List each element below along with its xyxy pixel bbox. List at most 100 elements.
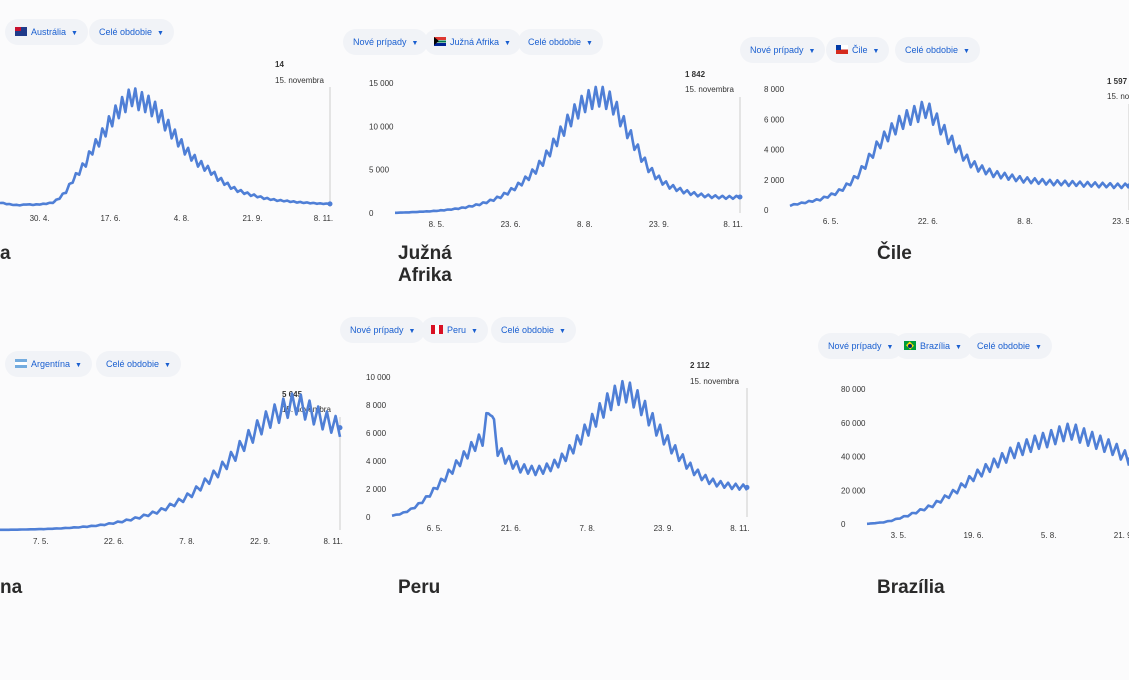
x-tick-label: 7. 5.	[33, 537, 49, 546]
country-label: Brazília	[920, 341, 951, 351]
chevron-down-icon: ▼	[164, 362, 171, 369]
south-africa-flag-icon	[434, 37, 446, 46]
country-selector[interactable]: Peru ▼	[421, 317, 488, 343]
chart-peru: 2 112 15. novembra 10 000 8 000 6 000 4 000…	[366, 361, 750, 533]
y-tick-label: 0	[366, 513, 371, 522]
chart-argentina: 5 645 15. novembra 7. 5. 22. 6. 7. 8. 22. 9…	[0, 390, 343, 546]
series-line	[391, 379, 749, 517]
chevron-down-icon: ▼	[886, 344, 894, 351]
period-label: Celé obdobie	[905, 45, 959, 55]
period-selector[interactable]: Celé obdobie ▼	[518, 29, 603, 55]
y-tick-label: 0	[841, 520, 846, 529]
period-selector[interactable]: Celé obdobie ▼	[967, 333, 1052, 359]
chevron-down-icon: ▼	[872, 48, 880, 55]
x-tick-label: 3. 5.	[891, 531, 907, 540]
chevron-down-icon: ▼	[808, 48, 816, 55]
period-label: Celé obdobie	[99, 27, 153, 37]
chevron-down-icon: ▼	[586, 40, 593, 47]
chevron-down-icon: ▼	[1035, 344, 1042, 351]
tooltip-value: 2 112	[690, 361, 710, 370]
chart-chile: 1 597 15. novembra 8 000 6 000 4 000 2 000 0…	[764, 77, 1129, 226]
period-selector[interactable]: Celé obdobie ▼	[895, 37, 980, 63]
y-tick-label: 5 000	[369, 166, 390, 175]
country-title: Južná Afrika	[398, 243, 452, 286]
x-tick-label: 23. 6.	[501, 220, 521, 229]
country-selector[interactable]: Brazília ▼	[894, 333, 972, 359]
y-tick-label: 2 000	[764, 176, 785, 185]
tooltip-value: 1 842	[685, 70, 706, 79]
tooltip-value: 14	[275, 60, 284, 69]
period-selector[interactable]: Celé obdobie ▼	[89, 19, 174, 45]
y-tick-label: 4 000	[366, 457, 387, 466]
x-tick-label: 23. 9.	[649, 220, 669, 229]
data-point-last[interactable]	[1126, 183, 1129, 189]
country-title: Peru	[398, 577, 441, 598]
peru-flag-icon	[431, 325, 443, 334]
chevron-down-icon: ▼	[71, 30, 78, 37]
chevron-down-icon: ▼	[75, 362, 82, 369]
metric-selector[interactable]: Nové prípady ▼	[340, 317, 426, 343]
chevron-down-icon: ▼	[559, 328, 566, 335]
metric-selector[interactable]: Nové prípady ▼	[818, 333, 904, 359]
country-title: Čile	[877, 243, 912, 264]
brazil-flag-icon	[904, 341, 916, 350]
x-tick-label: 21. 9.	[1114, 531, 1129, 540]
chart-australia: 14 15. novembra 30. 4. 17. 6. 4. 8. 21. 9. 8…	[0, 60, 333, 223]
chart-south-africa: 1 842 15. novembra 15 000 10 000 5 000 0 8. …	[369, 70, 743, 229]
y-tick-label: 6 000	[764, 115, 785, 124]
data-point-last[interactable]	[737, 194, 743, 200]
x-tick-label: 7. 8.	[579, 524, 595, 533]
series-line	[0, 392, 342, 532]
chevron-down-icon: ▼	[157, 30, 164, 37]
x-tick-label: 21. 9.	[242, 214, 262, 223]
tooltip-date: 15. novembra	[690, 377, 739, 386]
series-line	[395, 85, 741, 215]
data-point-last[interactable]	[337, 425, 343, 431]
metric-selector[interactable]: Nové prípady ▼	[740, 37, 826, 63]
chile-flag-icon	[836, 45, 848, 54]
chart-brazil: 80 000 60 000 40 000 20 000 0 3. 5. 19. 6. 5. 8…	[841, 385, 1129, 540]
period-selector[interactable]: Celé obdobie ▼	[96, 351, 181, 377]
metric-label: Nové prípady	[828, 341, 882, 351]
y-tick-label: 40 000	[841, 453, 866, 462]
x-tick-label: 17. 6.	[101, 214, 121, 223]
y-tick-label: 15 000	[369, 79, 394, 88]
period-label: Celé obdobie	[977, 341, 1031, 351]
chevron-down-icon: ▼	[963, 48, 970, 55]
country-selector[interactable]: Čile ▼	[826, 37, 890, 63]
data-point-last[interactable]	[327, 201, 333, 207]
x-tick-label: 19. 6.	[964, 531, 984, 540]
period-label: Celé obdobie	[501, 325, 555, 335]
chevron-down-icon: ▼	[471, 328, 478, 335]
x-tick-label: 21. 6.	[501, 524, 521, 533]
chevron-down-icon: ▼	[408, 328, 416, 335]
x-tick-label: 8. 11.	[723, 220, 742, 229]
country-title: Brazília	[877, 577, 945, 598]
data-point-last[interactable]	[744, 484, 750, 490]
country-label: Južná Afrika	[450, 37, 500, 47]
tooltip-value: 1 597	[1107, 77, 1128, 86]
x-tick-label: 30. 4.	[30, 214, 50, 223]
tooltip-date: 15. novembra	[275, 76, 324, 85]
country-label: Argentína	[31, 359, 71, 369]
period-label: Celé obdobie	[106, 359, 160, 369]
tooltip-date: 15. novembra	[1107, 92, 1129, 101]
country-selector[interactable]: Argentína ▼	[5, 351, 92, 377]
x-tick-label: 23. 9.	[1112, 217, 1129, 226]
country-selector[interactable]: Južná Afrika ▼	[424, 29, 521, 55]
data-point-last[interactable]	[1126, 457, 1129, 463]
y-tick-label: 10 000	[366, 373, 391, 382]
x-tick-label: 5. 8.	[1041, 531, 1057, 540]
x-tick-label: 8. 11.	[323, 537, 342, 546]
y-tick-label: 6 000	[366, 429, 387, 438]
period-label: Celé obdobie	[528, 37, 582, 47]
series-line	[866, 422, 1129, 526]
y-tick-label: 60 000	[841, 419, 866, 428]
x-tick-label: 4. 8.	[174, 214, 190, 223]
x-tick-label: 23. 9.	[654, 524, 674, 533]
period-selector[interactable]: Celé obdobie ▼	[491, 317, 576, 343]
country-selector[interactable]: Austrália ▼	[5, 19, 88, 45]
y-tick-label: 4 000	[764, 146, 785, 155]
metric-selector[interactable]: Nové prípady ▼	[343, 29, 429, 55]
argentina-flag-icon	[15, 359, 27, 368]
